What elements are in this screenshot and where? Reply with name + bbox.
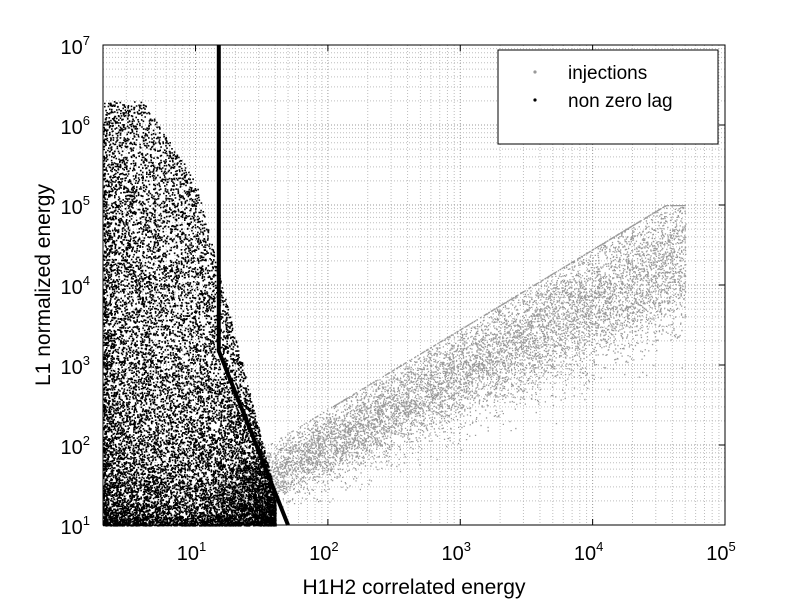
injections-series bbox=[215, 205, 687, 525]
non-zero-lag-series bbox=[103, 101, 277, 527]
y-tick-label: 103 bbox=[61, 353, 90, 379]
threshold-line bbox=[216, 45, 290, 526]
legend-marker-injections bbox=[533, 70, 537, 74]
legend-label-non-zero-lag: non zero lag bbox=[568, 91, 673, 112]
x-tick-label: 103 bbox=[442, 539, 471, 565]
x-axis-label: H1H2 correlated energy bbox=[303, 576, 526, 599]
y-tick-labels: 101 102 103 104 105 106 107 bbox=[61, 33, 90, 539]
y-tick-label: 107 bbox=[61, 33, 90, 59]
x-tick-label: 102 bbox=[309, 539, 338, 565]
y-tick-label: 101 bbox=[61, 513, 90, 539]
legend-label-injections: injections bbox=[568, 63, 647, 84]
x-tick-label: 101 bbox=[177, 539, 206, 565]
y-tick-label: 105 bbox=[61, 193, 90, 219]
x-tick-label: 104 bbox=[574, 539, 603, 565]
injections-points bbox=[215, 205, 687, 525]
x-tick-label: 105 bbox=[706, 539, 735, 565]
y-axis-label: L1 normalized energy bbox=[32, 184, 55, 386]
tick-marks bbox=[103, 44, 726, 526]
legend-box bbox=[497, 49, 719, 145]
x-tick-labels: 101 102 103 104 105 bbox=[177, 539, 736, 565]
legend: injections non zero lag bbox=[497, 49, 719, 145]
y-tick-label: 106 bbox=[61, 113, 90, 139]
y-tick-label: 102 bbox=[61, 433, 90, 459]
y-tick-label: 104 bbox=[61, 273, 90, 299]
legend-marker-non-zero-lag bbox=[533, 98, 537, 102]
non-zero-lag-points bbox=[103, 101, 277, 527]
